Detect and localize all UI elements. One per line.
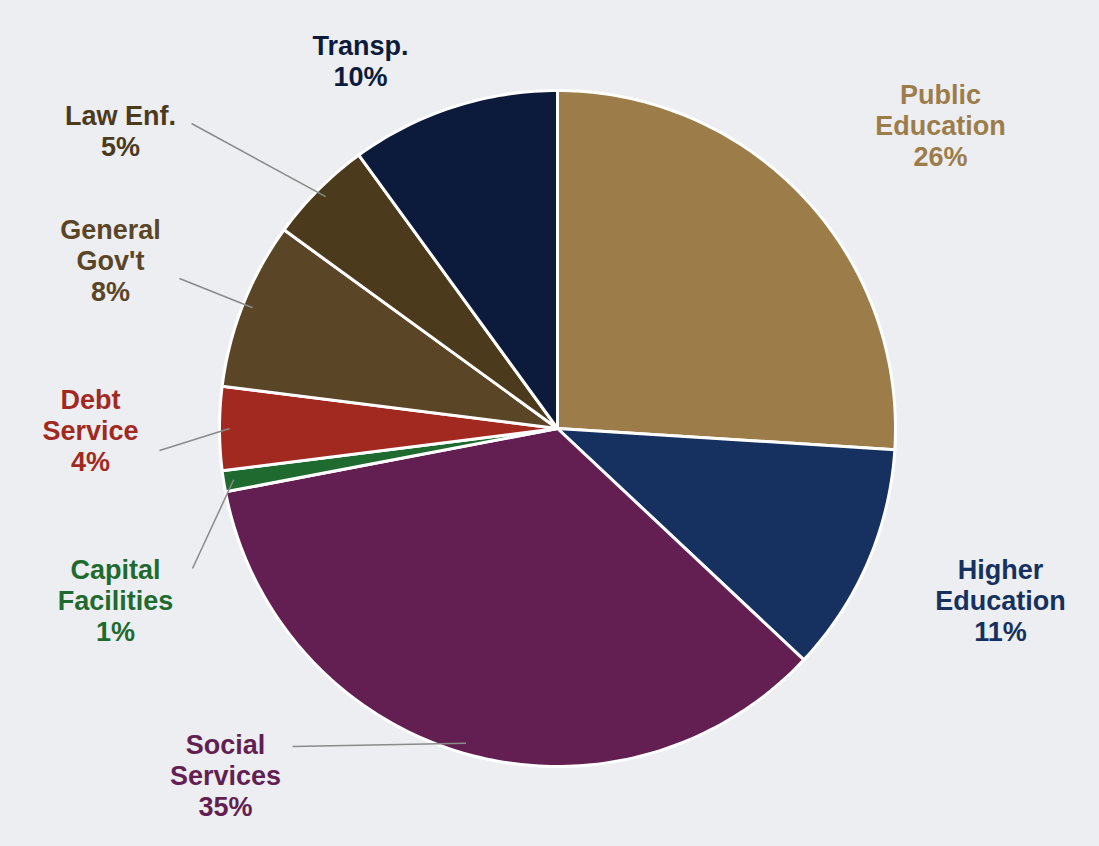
svg-text:SocialServices35%: SocialServices35% — [170, 730, 281, 822]
svg-text:Transp.10%: Transp.10% — [312, 31, 408, 92]
svg-text:DebtService4%: DebtService4% — [42, 385, 138, 477]
svg-text:HigherEducation11%: HigherEducation11% — [935, 555, 1066, 647]
svg-text:Law Enf.5%: Law Enf.5% — [65, 101, 176, 162]
svg-text:CapitalFacilities1%: CapitalFacilities1% — [58, 555, 174, 647]
svg-text:GeneralGov't8%: GeneralGov't8% — [60, 215, 161, 307]
svg-text:PublicEducation26%: PublicEducation26% — [875, 80, 1006, 172]
